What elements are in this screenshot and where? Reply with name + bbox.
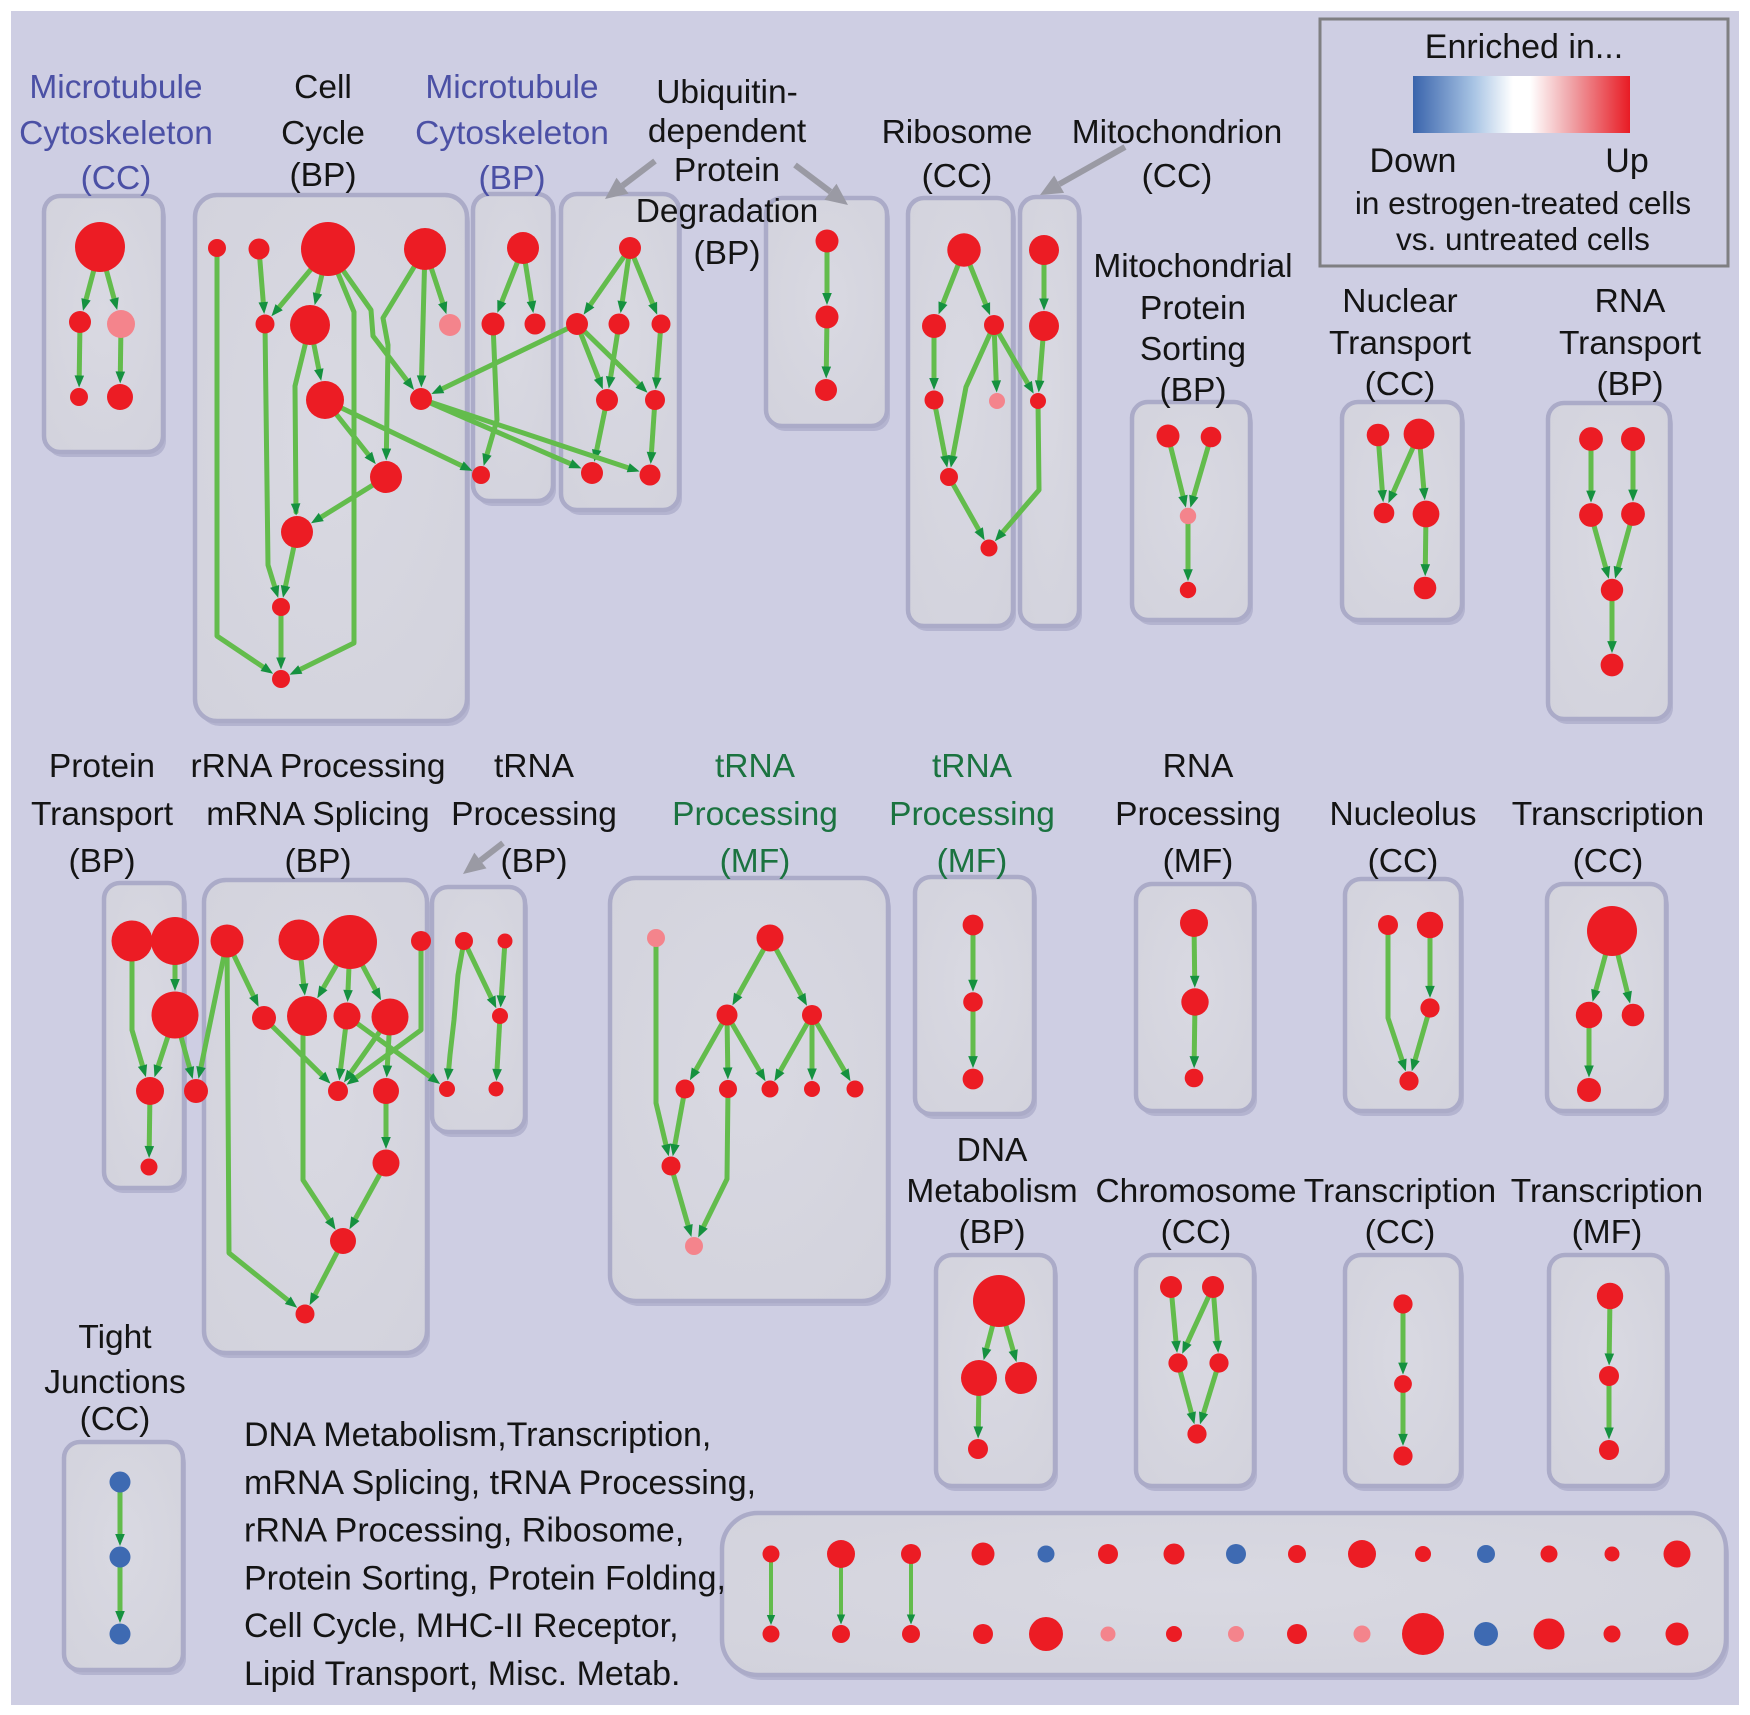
svg-text:Metabolism: Metabolism xyxy=(906,1173,1077,1210)
svg-text:Processing: Processing xyxy=(889,796,1055,833)
svg-text:(CC): (CC) xyxy=(922,158,993,195)
svg-text:Degradation: Degradation xyxy=(636,193,819,230)
svg-text:(BP): (BP) xyxy=(69,843,136,880)
svg-text:tRNA: tRNA xyxy=(494,748,575,785)
svg-text:DNA Metabolism,Transcription,: DNA Metabolism,Transcription, xyxy=(244,1416,711,1454)
svg-text:Processing: Processing xyxy=(451,796,617,833)
svg-text:Transport: Transport xyxy=(1329,325,1472,362)
svg-text:(BP): (BP) xyxy=(501,843,568,880)
svg-text:Enriched in...: Enriched in... xyxy=(1425,28,1623,66)
svg-text:(BP): (BP) xyxy=(959,1214,1026,1251)
svg-text:Lipid Transport, Misc. Metab.: Lipid Transport, Misc. Metab. xyxy=(244,1655,681,1693)
svg-text:(MF): (MF) xyxy=(1163,843,1234,880)
svg-text:Nucleolus: Nucleolus xyxy=(1329,796,1476,833)
svg-text:Processing: Processing xyxy=(1115,796,1281,833)
svg-text:RNA: RNA xyxy=(1163,748,1234,785)
svg-text:(BP): (BP) xyxy=(1160,372,1227,409)
svg-text:(MF): (MF) xyxy=(937,843,1008,880)
svg-text:(MF): (MF) xyxy=(1572,1214,1643,1251)
svg-text:(BP): (BP) xyxy=(290,157,357,194)
svg-text:(CC): (CC) xyxy=(1161,1214,1232,1251)
svg-text:Up: Up xyxy=(1605,142,1648,180)
svg-text:Transport: Transport xyxy=(31,796,174,833)
svg-text:Transport: Transport xyxy=(1559,325,1702,362)
svg-text:(CC): (CC) xyxy=(1368,843,1439,880)
svg-text:(BP): (BP) xyxy=(479,160,546,197)
svg-text:(CC): (CC) xyxy=(1365,1214,1436,1251)
svg-text:Microtubule: Microtubule xyxy=(29,69,202,106)
svg-text:rRNA Processing: rRNA Processing xyxy=(190,748,445,785)
svg-text:(CC): (CC) xyxy=(1142,158,1213,195)
svg-text:mRNA Splicing, tRNA Processing: mRNA Splicing, tRNA Processing, xyxy=(244,1464,756,1502)
svg-text:Protein: Protein xyxy=(1140,290,1246,327)
svg-text:(CC): (CC) xyxy=(1573,843,1644,880)
svg-text:Chromosome: Chromosome xyxy=(1095,1173,1296,1210)
svg-text:Cytoskeleton: Cytoskeleton xyxy=(415,115,609,152)
svg-text:Processing: Processing xyxy=(672,796,838,833)
svg-text:Cell Cycle, MHC-II Receptor,: Cell Cycle, MHC-II Receptor, xyxy=(244,1607,679,1645)
svg-text:RNA: RNA xyxy=(1595,283,1666,320)
svg-text:(CC): (CC) xyxy=(81,160,152,197)
svg-text:(BP): (BP) xyxy=(285,843,352,880)
svg-text:Cytoskeleton: Cytoskeleton xyxy=(19,115,213,152)
svg-text:Transcription: Transcription xyxy=(1304,1173,1496,1210)
svg-text:(BP): (BP) xyxy=(1597,366,1664,403)
svg-text:Down: Down xyxy=(1370,142,1457,180)
svg-text:Mitochondrial: Mitochondrial xyxy=(1093,248,1292,285)
svg-text:(CC): (CC) xyxy=(80,1401,151,1438)
svg-text:Nuclear: Nuclear xyxy=(1342,283,1457,320)
svg-text:Mitochondrion: Mitochondrion xyxy=(1072,114,1282,151)
svg-text:Junctions: Junctions xyxy=(44,1364,186,1401)
svg-text:tRNA: tRNA xyxy=(932,748,1013,785)
svg-text:(CC): (CC) xyxy=(1365,366,1436,403)
svg-text:Protein: Protein xyxy=(674,152,780,189)
svg-text:tRNA: tRNA xyxy=(715,748,796,785)
svg-text:Microtubule: Microtubule xyxy=(425,69,598,106)
svg-text:Sorting: Sorting xyxy=(1140,331,1246,368)
svg-text:rRNA Processing, Ribosome,: rRNA Processing, Ribosome, xyxy=(244,1512,684,1550)
svg-text:(MF): (MF) xyxy=(720,843,791,880)
svg-text:Transcription: Transcription xyxy=(1512,796,1704,833)
svg-text:Ribosome: Ribosome xyxy=(882,114,1033,151)
svg-text:mRNA Splicing: mRNA Splicing xyxy=(206,796,429,833)
svg-text:(BP): (BP) xyxy=(694,235,761,272)
svg-text:Ubiquitin-: Ubiquitin- xyxy=(656,74,798,111)
svg-text:Transcription: Transcription xyxy=(1511,1173,1703,1210)
svg-text:vs. untreated cells: vs. untreated cells xyxy=(1396,221,1650,257)
svg-text:dependent: dependent xyxy=(648,113,807,150)
svg-text:Tight: Tight xyxy=(78,1319,152,1356)
svg-text:in estrogen-treated cells: in estrogen-treated cells xyxy=(1355,185,1691,221)
svg-text:Protein Sorting, Protein Foldi: Protein Sorting, Protein Folding, xyxy=(244,1559,726,1597)
svg-text:Cycle: Cycle xyxy=(281,115,365,152)
svg-text:Cell: Cell xyxy=(294,69,352,106)
svg-text:Protein: Protein xyxy=(49,748,155,785)
svg-text:DNA: DNA xyxy=(957,1132,1028,1169)
